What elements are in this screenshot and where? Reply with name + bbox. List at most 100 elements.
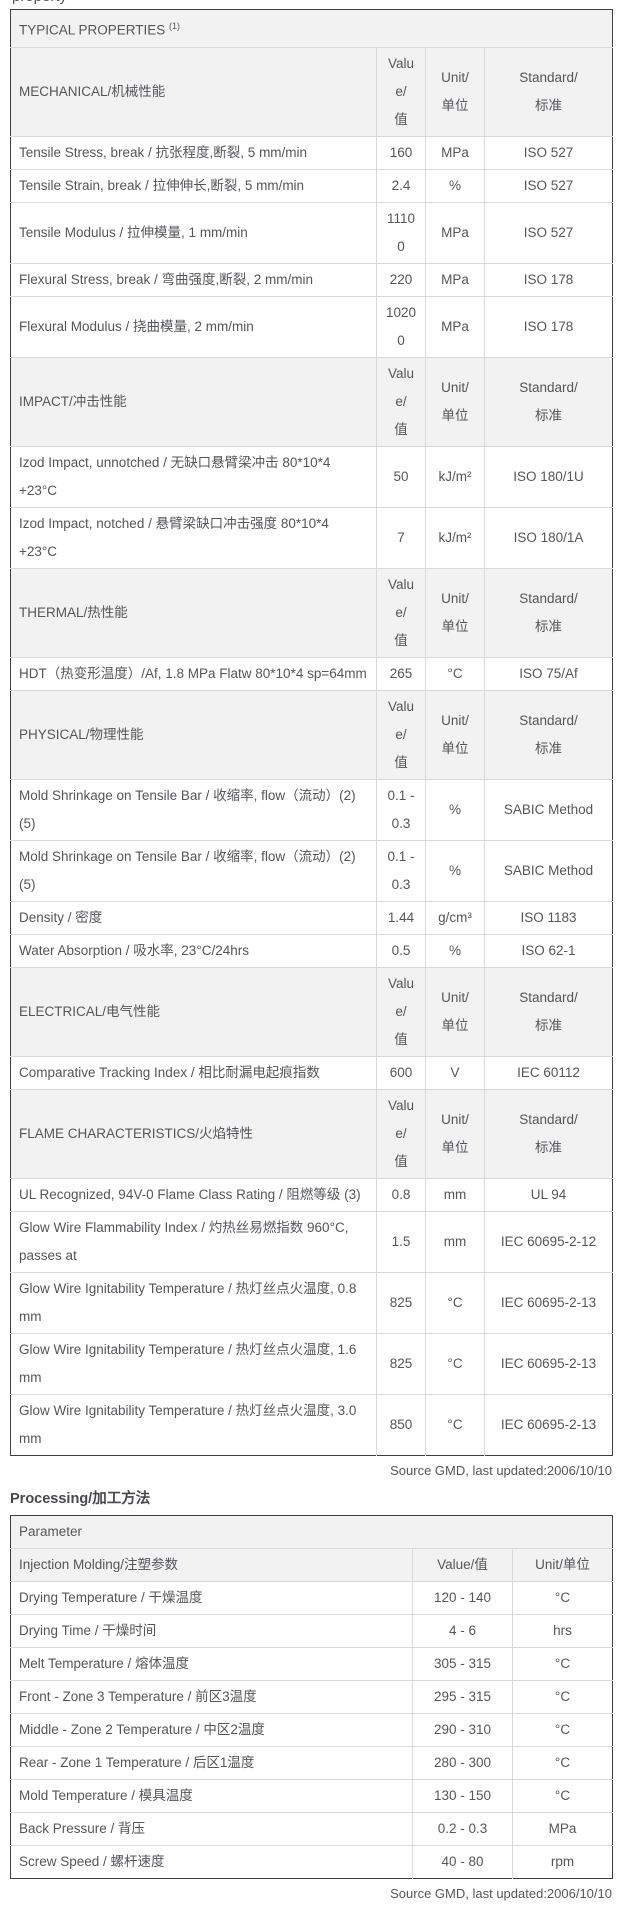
table-row: Tensile Modulus / 拉伸模量, 1 mm/min 11100 MPa… bbox=[10, 201, 613, 263]
clipped-top-text: property bbox=[12, 0, 624, 9]
unit-cell: g/cm³ bbox=[425, 900, 485, 934]
unit-cell: MPa bbox=[511, 1811, 613, 1845]
value-cell: 2.4 bbox=[376, 168, 426, 202]
table-row: Glow Wire Flammability Index / 灼热丝易燃指数 9… bbox=[10, 1210, 613, 1272]
property-cell: Mold Shrinkage on Tensile Bar / 收缩率, flo… bbox=[10, 778, 377, 840]
value-cell: 290 - 310 bbox=[412, 1712, 513, 1746]
value-cell: 1.5 bbox=[376, 1210, 426, 1272]
property-cell: Density / 密度 bbox=[10, 900, 377, 934]
unit-cell: °C bbox=[511, 1580, 613, 1614]
unit-cell: % bbox=[425, 168, 485, 202]
standard-cell: SABIC Method bbox=[483, 839, 613, 901]
table-row: Mold Shrinkage on Tensile Bar / 收缩率, flo… bbox=[10, 778, 613, 840]
property-cell: Tensile Stress, break / 抗张程度,断裂, 5 mm/mi… bbox=[10, 135, 377, 169]
standard-cell: IEC 60112 bbox=[483, 1055, 613, 1089]
value-cell: 1.44 bbox=[376, 900, 426, 934]
value-cell: 305 - 315 bbox=[412, 1646, 513, 1680]
parameter-cell: Screw Speed / 螺杆速度 bbox=[10, 1844, 413, 1878]
unit-cell: °C bbox=[425, 1271, 485, 1333]
property-cell: Water Absorption / 吸水率, 23°C/24hrs bbox=[10, 933, 377, 967]
section-name-cell: THERMAL/热性能 bbox=[10, 567, 377, 657]
unit-cell: mm bbox=[425, 1177, 485, 1211]
value-cell: 825 bbox=[376, 1271, 426, 1333]
unit-cell: mm bbox=[425, 1210, 485, 1272]
column-header-cell: Unit/单位 bbox=[425, 689, 485, 779]
column-header-cell: Unit/单位 bbox=[425, 356, 485, 446]
standard-cell: IEC 60695-2-13 bbox=[483, 1332, 613, 1394]
table-row: UL Recognized, 94V-0 Flame Class Rating … bbox=[10, 1177, 613, 1211]
standard-cell: ISO 527 bbox=[483, 168, 613, 202]
table-row: Front - Zone 3 Temperature / 前区3温度 295 - … bbox=[10, 1679, 613, 1713]
typical-properties-title-superscript: (1) bbox=[169, 21, 181, 31]
table-row: Flexural Stress, break / 弯曲强度,断裂, 2 mm/m… bbox=[10, 262, 613, 296]
value-cell: 130 - 150 bbox=[412, 1778, 513, 1812]
parameter-cell: Mold Temperature / 模具温度 bbox=[10, 1778, 413, 1812]
value-cell: 0.2 - 0.3 bbox=[412, 1811, 513, 1845]
table-row: Drying Temperature / 干燥温度 120 - 140 °C bbox=[10, 1580, 613, 1614]
unit-cell: °C bbox=[511, 1679, 613, 1713]
section-header-row: PHYSICAL/物理性能 Value/值 Unit/单位 Standard/标准 bbox=[10, 689, 613, 779]
table-row: Mold Shrinkage on Tensile Bar / 收缩率, flo… bbox=[10, 839, 613, 901]
unit-cell: °C bbox=[425, 1332, 485, 1394]
table-row: Tensile Strain, break / 拉伸伸长,断裂, 5 mm/mi… bbox=[10, 168, 613, 202]
property-cell: Tensile Strain, break / 拉伸伸长,断裂, 5 mm/mi… bbox=[10, 168, 377, 202]
section-header-row: ELECTRICAL/电气性能 Value/值 Unit/单位 Standard/标准 bbox=[10, 966, 613, 1056]
value-cell: 825 bbox=[376, 1332, 426, 1394]
column-header-cell: Standard/标准 bbox=[483, 689, 613, 779]
section-name-cell: MECHANICAL/机械性能 bbox=[10, 46, 377, 136]
standard-cell: ISO 180/1U bbox=[483, 445, 613, 507]
property-cell: Flexural Modulus / 挠曲模量, 2 mm/min bbox=[10, 295, 377, 357]
table-row: Water Absorption / 吸水率, 23°C/24hrs 0.5% IS… bbox=[10, 933, 613, 967]
section-name-cell: IMPACT/冲击性能 bbox=[10, 356, 377, 446]
table-row: Middle - Zone 2 Temperature / 中区2温度 290 -… bbox=[10, 1712, 613, 1746]
column-header-cell: Standard/标准 bbox=[483, 1088, 613, 1178]
section-header-row: IMPACT/冲击性能 Value/值 Unit/单位 Standard/标准 bbox=[10, 356, 613, 446]
unit-cell: V bbox=[425, 1055, 485, 1089]
table-row: Mold Temperature / 模具温度 130 - 150 °C bbox=[10, 1778, 613, 1812]
section-header-row: MECHANICAL/机械性能 Value/值 Unit/单位 Standard/标准 bbox=[10, 46, 613, 136]
property-cell: UL Recognized, 94V-0 Flame Class Rating … bbox=[10, 1177, 377, 1211]
property-cell: Izod Impact, notched / 悬臂梁缺口冲击强度 80*10*4… bbox=[10, 506, 377, 568]
value-cell: 265 bbox=[376, 656, 426, 690]
standard-cell: SABIC Method bbox=[483, 778, 613, 840]
column-header-cell: Unit/单位 bbox=[511, 1547, 613, 1581]
processing-table: Parameter Injection Molding/注塑参数 Value/值 Un… bbox=[10, 1514, 614, 1879]
value-cell: 220 bbox=[376, 262, 426, 296]
column-header-cell: Unit/单位 bbox=[425, 567, 485, 657]
column-header-cell: Unit/单位 bbox=[425, 1088, 485, 1178]
unit-cell: % bbox=[425, 778, 485, 840]
value-cell: 0.8 bbox=[376, 1177, 426, 1211]
standard-cell: IEC 60695-2-13 bbox=[483, 1393, 613, 1455]
table-row: Rear - Zone 1 Temperature / 后区1温度 280 - 3… bbox=[10, 1745, 613, 1779]
property-cell: Tensile Modulus / 拉伸模量, 1 mm/min bbox=[10, 201, 377, 263]
unit-cell: % bbox=[425, 933, 485, 967]
column-header-cell: Standard/标准 bbox=[483, 966, 613, 1056]
property-cell: HDT（热变形温度）/Af, 1.8 MPa Flatw 80*10*4 sp=… bbox=[10, 656, 377, 690]
unit-cell: rpm bbox=[511, 1844, 613, 1878]
table-row: Tensile Stress, break / 抗张程度,断裂, 5 mm/mi… bbox=[10, 135, 613, 169]
source-note-bottom: Source GMD, last updated:2006/10/10 bbox=[390, 1885, 612, 1901]
standard-cell: ISO 527 bbox=[483, 135, 613, 169]
value-cell: 11100 bbox=[376, 201, 426, 263]
section-header-row: THERMAL/热性能 Value/值 Unit/单位 Standard/标准 bbox=[10, 567, 613, 657]
table-row: Drying Time / 干燥时间 4 - 6 hrs bbox=[10, 1613, 613, 1647]
property-cell: Glow Wire Flammability Index / 灼热丝易燃指数 9… bbox=[10, 1210, 377, 1272]
property-cell: Glow Wire Ignitability Temperature / 热灯丝… bbox=[10, 1271, 377, 1333]
table-row: Glow Wire Ignitability Temperature / 热灯丝… bbox=[10, 1393, 613, 1455]
column-header-cell: Standard/标准 bbox=[483, 356, 613, 446]
standard-cell: UL 94 bbox=[483, 1177, 613, 1211]
column-header-cell: Standard/标准 bbox=[483, 567, 613, 657]
standard-cell: IEC 60695-2-12 bbox=[483, 1210, 613, 1272]
parameter-header-row: Parameter bbox=[10, 1515, 613, 1548]
standard-cell: ISO 75/Af bbox=[483, 656, 613, 690]
column-header-cell: Standard/标准 bbox=[483, 46, 613, 136]
value-cell: 295 - 315 bbox=[412, 1679, 513, 1713]
unit-cell: °C bbox=[511, 1712, 613, 1746]
unit-cell: MPa bbox=[425, 201, 485, 263]
property-cell: Comparative Tracking Index / 相比耐漏电起痕指数 bbox=[10, 1055, 377, 1089]
unit-cell: MPa bbox=[425, 295, 485, 357]
value-cell: 0.1 - 0.3 bbox=[376, 778, 426, 840]
section-name-cell: PHYSICAL/物理性能 bbox=[10, 689, 377, 779]
section-header-row: FLAME CHARACTERISTICS/火焰特性 Value/值 Unit/单位… bbox=[10, 1088, 613, 1178]
